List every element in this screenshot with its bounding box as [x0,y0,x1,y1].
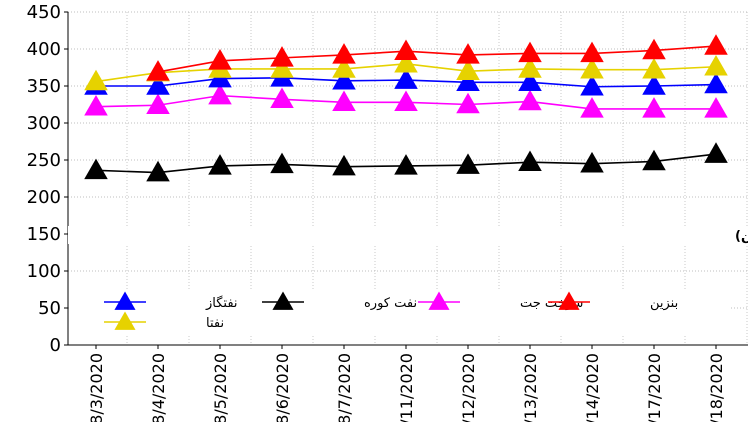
series-3-point-1 [146,93,170,114]
series-4 [84,142,728,182]
y-tick-label-350: 350 [27,76,61,97]
series-4-point-5 [394,154,418,175]
series-2-point-4 [332,69,356,90]
legend-marker-3 [428,291,450,310]
series-0-point-1 [146,60,170,81]
series-3-point-2 [208,83,232,105]
x-tick-label-1: 8/4/2020 [149,353,168,422]
series-2-point-10 [704,72,728,94]
series-4-point-7 [518,150,542,171]
series-3-point-4 [332,90,356,112]
y-tick-label-100: 100 [27,261,61,282]
x-tick-label-7: 8/13/2020 [521,353,540,422]
y-axis-ticks: 0 50 100 150 200 250 300 350 400 450 [27,2,61,356]
x-tick-label-6: 8/12/2020 [459,353,478,422]
series-0-point-5 [394,39,418,60]
legend-label-0: بنزین [650,296,678,311]
x-tick-label-5: 8/11/2020 [397,353,416,422]
series-3-point-10 [704,97,728,118]
series-1-point-5 [394,52,418,73]
x-axis-ticks: 8/3/2020 8/4/2020 8/5/2020 8/6/2020 8/7/2020… [87,353,726,422]
y-tick-label-250: 250 [27,150,61,171]
series-4-point-4 [332,154,356,176]
x-tick-label-2: 8/5/2020 [211,353,230,422]
series-0-point-2 [208,49,232,70]
series-4-point-9 [642,149,666,171]
x-tick-label-10: 8/18/2020 [707,353,726,422]
y-tick-label-450: 450 [27,2,61,23]
series-line-0 [157,45,717,73]
y-tick-label-400: 400 [27,39,61,60]
series-layer [84,34,728,182]
series-0-point-3 [270,46,294,67]
series-0-point-8 [580,41,604,63]
series-2-point-7 [518,70,542,92]
legend-label-1: نفتا [206,316,224,331]
x-tick-label-3: 8/6/2020 [273,353,292,422]
annotation-background [68,226,748,244]
series-2 [84,66,728,96]
series-1-point-7 [518,57,542,78]
series-1-point-10 [704,54,728,76]
series-3-point-6 [456,92,480,114]
series-3-point-5 [394,90,418,112]
x-tick-label-8: 8/14/2020 [583,353,602,422]
series-3-point-9 [642,97,666,118]
series-1-point-0 [84,69,108,91]
series-0-point-9 [642,38,666,60]
series-4-point-1 [146,160,170,182]
y-tick-label-0: 0 [50,335,61,356]
series-1-point-4 [332,57,356,78]
legend-label-4: نفت کوره [364,296,417,311]
series-0-point-4 [332,43,356,64]
series-0-point-10 [704,34,728,55]
series-2-point-5 [394,68,418,89]
series-2-point-6 [456,70,480,92]
series-2-point-9 [642,74,666,95]
axes [64,11,748,349]
y-tick-label-150: 150 [27,224,61,245]
series-3-point-8 [580,97,604,118]
series-2-point-1 [146,74,170,95]
x-tick-label-4: 8/7/2020 [335,353,354,422]
series-2-point-8 [580,74,604,96]
series-3 [84,83,728,118]
series-0-point-6 [456,43,480,64]
series-3-point-3 [270,87,294,109]
series-4-point-8 [580,151,604,173]
legend-background [70,290,730,334]
legend-marker-2 [114,291,136,310]
series-4-point-2 [208,154,232,175]
series-3-point-7 [518,89,542,111]
legend-marker-4 [272,291,294,310]
series-0-point-7 [518,41,542,63]
legend-label-2: نفتگاز [205,295,238,311]
series-4-point-6 [456,153,480,174]
legend-marker-0 [558,291,580,310]
series-1-point-8 [580,57,604,79]
series-1-point-9 [642,57,666,79]
y-tick-label-50: 50 [38,298,61,319]
legend-marker-1 [114,311,136,330]
series-3-point-0 [84,94,108,116]
x-tick-label-0: 8/3/2020 [87,353,106,422]
series-4-point-3 [270,152,294,174]
series-4-point-10 [704,142,728,163]
series-4-point-0 [84,158,108,180]
series-0 [146,34,728,81]
x-tick-label-9: 8/17/2020 [645,353,664,422]
y-tick-label-300: 300 [27,113,61,134]
y-tick-label-200: 200 [27,187,61,208]
series-1-point-3 [270,57,294,78]
series-1-point-6 [456,59,480,80]
chart-annotation: قیمت روزانه فرآورده های نفتی در بازار خل… [735,227,748,244]
